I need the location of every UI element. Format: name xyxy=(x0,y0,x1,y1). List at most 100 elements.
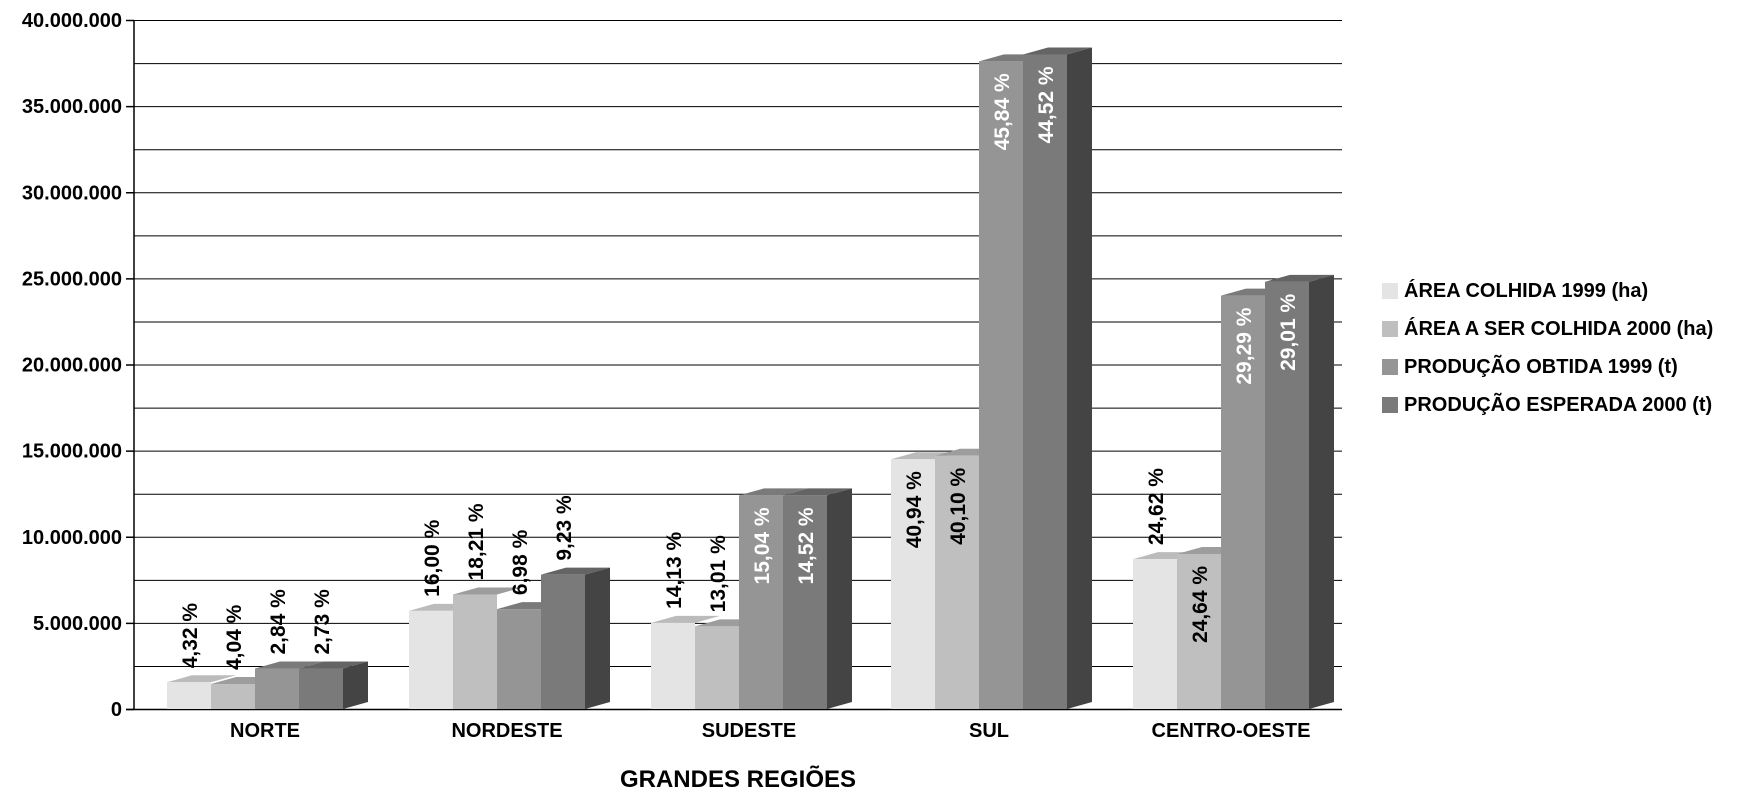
bar-side-face xyxy=(343,661,368,709)
legend-swatch xyxy=(1382,359,1398,375)
y-tick-label: 10.000.000 xyxy=(22,527,122,549)
legend-label: ÁREA A SER COLHIDA 2000 (ha) xyxy=(1404,317,1713,340)
bar-front-face xyxy=(453,594,497,709)
bar-side-face xyxy=(585,567,610,709)
bar-top-face xyxy=(167,675,236,683)
bar-front-face xyxy=(299,668,343,709)
bar-front-face xyxy=(651,622,695,709)
bar-top-face xyxy=(255,661,324,669)
bar-front-face xyxy=(1133,559,1177,709)
bar-front-face xyxy=(979,61,1023,709)
bar-front-face xyxy=(541,574,585,709)
bar xyxy=(1265,274,1334,709)
gridlines xyxy=(134,20,1342,710)
bar-value-label: 40,10 % xyxy=(947,467,970,544)
bar-value-label: 13,01 % xyxy=(707,535,730,612)
legend-label: PRODUÇÃO ESPERADA 2000 (t) xyxy=(1404,393,1712,416)
bar-front-face xyxy=(1221,295,1265,709)
bar-value-label: 24,62 % xyxy=(1145,468,1168,545)
bar xyxy=(299,661,368,709)
bar-value-label: 40,94 % xyxy=(903,471,926,548)
bar xyxy=(255,661,324,709)
bar-front-face xyxy=(891,459,935,709)
bar-front-face xyxy=(1023,54,1067,709)
bar-value-label: 24,64 % xyxy=(1189,566,1212,643)
bar-top-face xyxy=(1023,47,1092,55)
legend-swatch xyxy=(1382,283,1398,299)
legend: ÁREA COLHIDA 1999 (ha) ÁREA A SER COLHIDA… xyxy=(1382,279,1713,416)
bar xyxy=(935,448,1004,709)
x-axis-title: GRANDES REGIÕES xyxy=(620,765,856,792)
bar-front-face xyxy=(211,684,255,709)
bars xyxy=(167,47,1334,709)
y-tick-labels: 0 5.000.000 10.000.000 15.000.000 20.000.000… xyxy=(22,10,134,721)
bar-side-face xyxy=(827,488,852,709)
bar-value-label: 15,04 % xyxy=(751,507,774,584)
bar-side-face xyxy=(1067,47,1092,709)
bar xyxy=(211,677,280,709)
bar-value-label: 2,73 % xyxy=(311,589,334,655)
bar xyxy=(891,452,960,709)
y-tick-label: 25.000.000 xyxy=(22,268,122,290)
bar-value-label: 4,04 % xyxy=(223,604,246,670)
legend-label: PRODUÇÃO OBTIDA 1999 (t) xyxy=(1404,355,1678,378)
bar-top-face xyxy=(739,488,808,496)
x-category-label: CENTRO-OESTE xyxy=(1152,720,1311,742)
bar-front-face xyxy=(167,682,211,709)
legend-swatch xyxy=(1382,321,1398,337)
bar xyxy=(541,567,610,709)
bar-value-label: 14,52 % xyxy=(795,507,818,584)
bar-side-face xyxy=(1309,274,1334,709)
bar-value-label: 29,29 % xyxy=(1233,307,1256,384)
x-category-label: NORTE xyxy=(230,720,300,742)
bar xyxy=(1023,47,1092,709)
x-category-labels: NORTE NORDESTE SUDESTE SUL CENTRO-OESTE xyxy=(230,720,1310,742)
bar xyxy=(979,54,1048,709)
bar-top-face xyxy=(299,661,368,669)
bar-front-face xyxy=(783,495,827,709)
bar xyxy=(651,615,720,709)
bar-front-face xyxy=(409,610,453,709)
y-tick-label: 20.000.000 xyxy=(22,355,122,377)
bar-value-label: 29,01 % xyxy=(1277,293,1300,370)
bar xyxy=(783,488,852,709)
bar-value-label: 16,00 % xyxy=(421,519,444,596)
bar-value-label: 9,23 % xyxy=(553,495,576,561)
bar-top-face xyxy=(453,587,522,595)
bar-top-face xyxy=(783,488,852,496)
bar-value-label: 45,84 % xyxy=(991,73,1014,150)
bar-value-label: 44,52 % xyxy=(1035,66,1058,143)
bar-front-face xyxy=(1265,281,1309,709)
bar xyxy=(497,602,566,709)
bar-front-face xyxy=(497,609,541,709)
bar-value-label: 14,13 % xyxy=(663,531,686,608)
bar xyxy=(453,587,522,709)
bar-front-face xyxy=(695,626,739,709)
bar-value-label: 2,84 % xyxy=(267,589,290,655)
bar-value-label: 4,32 % xyxy=(179,603,202,669)
bar-front-face xyxy=(935,455,979,709)
legend-label: ÁREA COLHIDA 1999 (ha) xyxy=(1404,279,1648,302)
bar-top-face xyxy=(541,567,610,575)
y-tick-label: 40.000.000 xyxy=(22,10,122,32)
bar-labels: 4,32 % 4,04 % 2,84 % 2,73 % 16,00 % 18,21 % 6,… xyxy=(179,66,1300,670)
bar-front-face xyxy=(1177,553,1221,709)
y-tick-label: 0 xyxy=(111,699,122,721)
y-tick-label: 5.000.000 xyxy=(33,613,122,635)
bar xyxy=(167,675,236,709)
bar-value-label: 6,98 % xyxy=(509,529,532,595)
bar-front-face xyxy=(255,668,299,709)
legend-swatch xyxy=(1382,397,1398,413)
y-tick-label: 15.000.000 xyxy=(22,441,122,463)
bar-top-face xyxy=(1265,274,1334,282)
x-category-label: SUL xyxy=(969,720,1009,742)
bar xyxy=(1177,546,1246,709)
y-tick-label: 35.000.000 xyxy=(22,96,122,118)
x-category-label: SUDESTE xyxy=(702,720,796,742)
y-tick-label: 30.000.000 xyxy=(22,182,122,204)
bar-front-face xyxy=(739,495,783,709)
bar-top-face xyxy=(651,615,720,623)
bar-value-label: 18,21 % xyxy=(465,503,488,580)
